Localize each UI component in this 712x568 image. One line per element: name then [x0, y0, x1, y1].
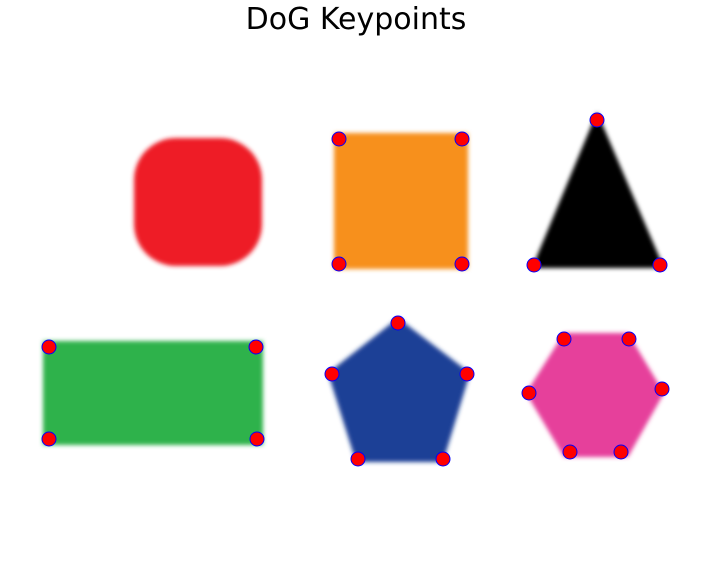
- keypoint-marker: [454, 131, 470, 147]
- keypoint-marker: [613, 444, 629, 460]
- keypoint-marker: [562, 444, 578, 460]
- keypoint-marker: [390, 315, 406, 331]
- red-circle-shape: [134, 138, 262, 266]
- black-triangle-shape: [532, 112, 664, 268]
- keypoint-marker: [526, 257, 542, 273]
- keypoint-marker: [521, 385, 537, 401]
- keypoint-marker: [556, 331, 572, 347]
- keypoint-marker: [331, 131, 347, 147]
- green-rectangle-shape: [43, 341, 263, 445]
- keypoint-marker: [249, 431, 265, 447]
- keypoint-marker: [324, 366, 340, 382]
- square-keypoints: [331, 131, 470, 272]
- keypoint-marker: [459, 366, 475, 382]
- orange-square-shape: [334, 133, 468, 269]
- keypoint-marker: [652, 257, 668, 273]
- keypoint-marker: [454, 256, 470, 272]
- keypoint-marker: [654, 381, 670, 397]
- keypoint-marker: [435, 451, 451, 467]
- keypoint-marker: [589, 112, 605, 128]
- rectangle-keypoints: [41, 339, 265, 447]
- keypoint-marker: [331, 256, 347, 272]
- figure-title: DoG Keypoints: [245, 2, 467, 37]
- pentagon-keypoints: [324, 315, 475, 467]
- keypoint-marker: [41, 431, 57, 447]
- blue-pentagon-shape: [328, 318, 470, 462]
- hexagon-keypoints: [521, 331, 670, 460]
- keypoint-marker: [41, 339, 57, 355]
- keypoint-marker: [248, 339, 264, 355]
- keypoint-marker: [621, 331, 637, 347]
- pink-hexagon-shape: [526, 333, 664, 457]
- keypoint-marker: [350, 451, 366, 467]
- triangle-keypoints: [526, 112, 668, 273]
